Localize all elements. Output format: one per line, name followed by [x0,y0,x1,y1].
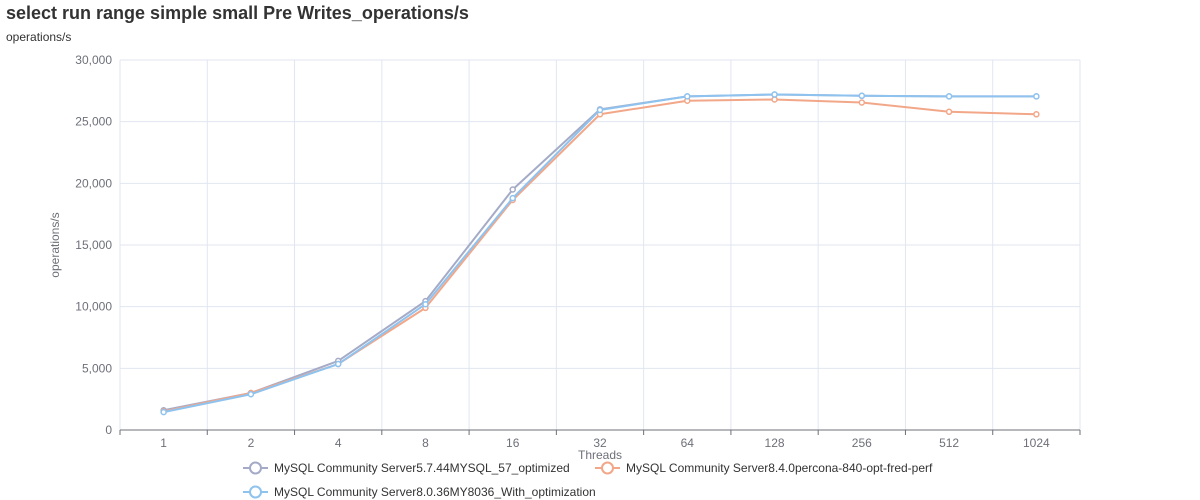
data-point [160,408,167,416]
x-tick-label: 32 [593,436,607,450]
x-tick-label: 16 [506,436,520,450]
y-tick-label: 20,000 [75,176,112,190]
legend-label: MySQL Community Server8.0.36MY8036_With_… [274,485,596,499]
data-point [945,93,953,100]
y-tick-label: 10,000 [75,300,112,314]
data-point [334,360,342,368]
x-tick-label: 64 [681,436,695,450]
data-point [858,92,866,100]
x-tick-label: 256 [852,436,872,450]
data-point [596,106,604,114]
y-tick-label: 25,000 [75,115,112,129]
legend-label: MySQL Community Server8.4.0percona-840-o… [626,461,933,475]
chart-title: select run range simple small Pre Writes… [6,3,469,23]
data-point [945,108,953,116]
y-tick-label: 15,000 [75,238,112,252]
data-point [771,91,778,98]
x-tick-label: 1024 [1023,436,1050,450]
data-point [684,93,691,100]
x-axis-title: Threads [578,448,622,462]
x-tick-label: 1 [160,436,167,450]
chart-subtitle: operations/s [6,30,72,44]
y-tick-label: 30,000 [75,53,112,67]
y-axis-title: operations/s [48,212,62,277]
x-tick-label: 8 [422,436,429,450]
data-point [422,300,429,308]
legend-label: MySQL Community Server5.7.44MYSQL_57_opt… [274,461,570,475]
x-tick-label: 4 [335,436,342,450]
data-point [509,194,516,202]
data-point [247,390,255,398]
x-tick-label: 128 [765,436,785,450]
y-tick-label: 0 [105,423,112,437]
data-point [509,186,516,193]
x-tick-label: 2 [248,436,255,450]
legend-marker-icon [249,485,262,499]
x-tick-label: 512 [939,436,959,450]
data-point [1033,111,1040,118]
legend-marker-icon [601,461,614,475]
data-point [858,99,866,106]
y-tick-label: 5,000 [82,361,112,375]
legend-marker-icon [249,461,262,475]
data-point [1033,93,1040,100]
